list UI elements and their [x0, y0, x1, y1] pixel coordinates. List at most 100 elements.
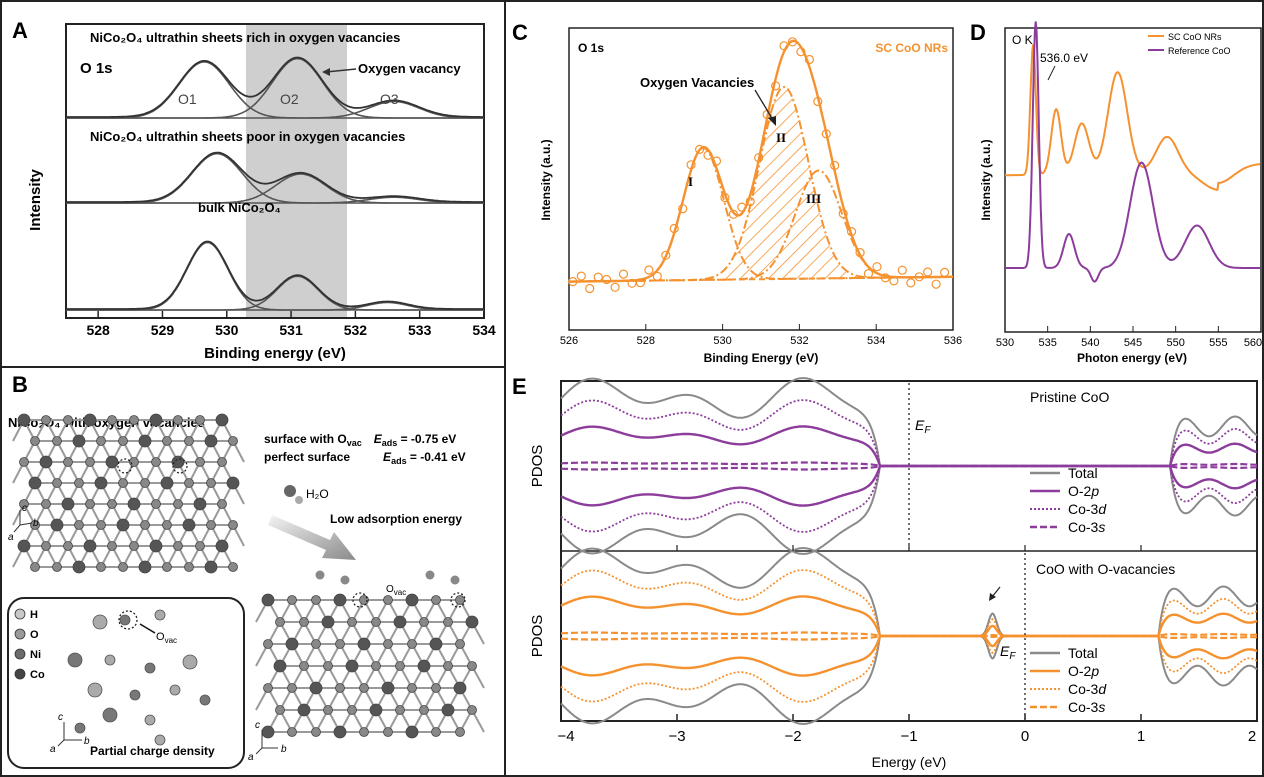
- b-inset-legend: HO Ni Co: [14, 608, 45, 681]
- b-bottom-axis-b: b: [281, 744, 287, 755]
- b-top-atom: [228, 436, 238, 446]
- b-bottom-atom: [431, 683, 441, 693]
- c-data-point: [872, 262, 882, 272]
- b-top-atom: [83, 539, 97, 553]
- c-data-point: [787, 37, 798, 47]
- b-top-atom: [151, 457, 161, 467]
- b-top-atom: [85, 499, 95, 509]
- b-bottom-axis-a: a: [248, 752, 254, 763]
- b-bottom-atom: [419, 617, 429, 627]
- b-top-atom: [83, 413, 97, 427]
- b-bottom-atom: [455, 727, 465, 737]
- b-top-atom: [118, 562, 128, 572]
- b-top-atom: [28, 476, 42, 490]
- c-x-ticks: 526 528 530 532 534 536: [560, 324, 962, 347]
- a-tick-label-529: 529: [151, 322, 175, 338]
- b-top-atom: [149, 413, 163, 427]
- b-top-atom: [140, 478, 150, 488]
- b-axis-a: a: [8, 532, 14, 543]
- b-bottom-atom: [405, 725, 419, 739]
- b-top-atom: [72, 434, 86, 448]
- b-top-atom: [129, 415, 139, 425]
- b-bottom-atom: [395, 705, 405, 715]
- b-slab-bottom: [255, 570, 485, 739]
- e-tick-label--3: −3: [668, 728, 685, 745]
- c-curves: [568, 37, 953, 294]
- b-top-atom: [118, 436, 128, 446]
- b-top-vacancy: [117, 458, 133, 474]
- c-tick-label-530: 530: [713, 335, 731, 347]
- a-title-rich: NiCo₂O₄ ultrathin sheets rich in oxygen …: [90, 30, 400, 45]
- c-data-point: [576, 271, 586, 281]
- a-vacancy-arrow: [325, 68, 357, 73]
- b-inset-atom: [144, 662, 156, 674]
- a-tick-label-532: 532: [344, 322, 368, 338]
- d-series-reference: [1005, 21, 1261, 283]
- e-tick-label--2: −2: [784, 728, 801, 745]
- a-envelope-0: [66, 56, 484, 118]
- b-bottom-atom: [357, 637, 371, 651]
- e-legend-top-label-2: Co-3d: [1068, 501, 1107, 517]
- a-tick-label-530: 530: [215, 322, 239, 338]
- b-top-atom: [129, 457, 139, 467]
- d-edge-label: O K: [1012, 33, 1033, 47]
- b-inset-atom: [102, 707, 118, 723]
- b-top-atom: [217, 457, 227, 467]
- b-top-atom: [17, 539, 31, 553]
- b-bottom-atom: [467, 705, 477, 715]
- a-peak-o3: O3: [380, 91, 399, 107]
- b-inset-ovac: Ovac: [156, 631, 177, 645]
- d-y-label: Intensity (a.u.): [979, 139, 993, 220]
- b-top-atom: [52, 478, 62, 488]
- b-top-atom: [195, 541, 205, 551]
- c-tick-label-528: 528: [637, 335, 655, 347]
- b-top-atom: [19, 499, 29, 509]
- b-bottom-atom: [453, 681, 467, 695]
- b-inset-atom: [199, 694, 211, 706]
- e-legend-bottom-label-1: O-2p: [1068, 663, 1099, 679]
- e-tick-label-1: 1: [1137, 728, 1145, 745]
- e-title-bottom: CoO with O-vacancies: [1036, 561, 1175, 577]
- b-legend-label-h: H: [30, 609, 38, 621]
- b-top-atom: [107, 415, 117, 425]
- panel-d: D 530 535 540 545 550 555 560 O K 536.0 eV SC …: [970, 20, 1262, 365]
- b-bottom-atom: [371, 617, 381, 627]
- b-adsorption-arrow: [268, 515, 356, 560]
- b-top-vacancy: [172, 458, 188, 474]
- b-axis-c: c: [22, 503, 27, 514]
- b-inset-box: [7, 597, 245, 769]
- b-top-atom: [72, 560, 86, 574]
- b-bottom-atom: [263, 683, 273, 693]
- b-inset-atom: [74, 722, 86, 734]
- c-core-level: O 1s: [578, 41, 604, 55]
- c-data-point: [644, 265, 654, 275]
- a-component-1-2: [66, 196, 484, 204]
- b-bottom-atom: [299, 617, 309, 627]
- b-top-atom: [52, 562, 62, 572]
- c-data-point: [568, 277, 578, 287]
- e-top-co3s-down: [561, 464, 1258, 471]
- e-x-ticks: −4 −3 −2 −1 0 1 2: [557, 545, 1258, 745]
- b-inset-atom: [67, 652, 83, 668]
- c-data-point: [610, 282, 620, 292]
- a-core-level: O 1s: [80, 60, 113, 77]
- b-bottom-atom: [429, 637, 443, 651]
- e-tick-label-0: 0: [1021, 728, 1029, 745]
- c-component-iii: III: [806, 191, 821, 206]
- b-top-atom: [138, 434, 152, 448]
- a-peak-o2: O2: [280, 91, 299, 107]
- b-top-atom: [195, 415, 205, 425]
- a-x-label: Binding energy (eV): [204, 345, 346, 362]
- panel-c: C 526 528 530 532 534 536 O 1s SC CoO NRs Oxy…: [512, 20, 962, 365]
- b-top-atom: [151, 499, 161, 509]
- c-tick-label-534: 534: [867, 335, 885, 347]
- e-y-label-top: PDOS: [529, 445, 546, 488]
- b-adsorbed-water-atom: [315, 570, 325, 580]
- plot-frame-c: [568, 27, 954, 331]
- b-adsorption-label: Low adsorption energy: [330, 512, 462, 526]
- b-top-atom: [140, 520, 150, 530]
- e-tick-label--4: −4: [557, 728, 574, 745]
- b-bottom-atom: [297, 703, 311, 717]
- b-bottom-atom: [443, 617, 453, 627]
